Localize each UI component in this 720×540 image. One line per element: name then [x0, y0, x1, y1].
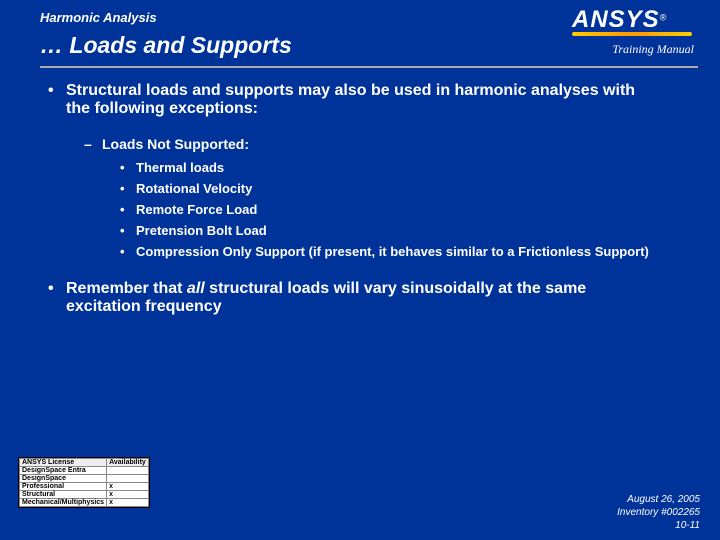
bullet-item: Compression Only Support (if present, it… [120, 244, 662, 261]
slide-title: … Loads and Supports [40, 32, 292, 59]
content-area: Structural loads and supports may also b… [48, 82, 662, 334]
th: Availability [107, 459, 149, 467]
td [107, 475, 149, 483]
footer-page: 10-11 [617, 519, 700, 532]
td: x [107, 491, 149, 499]
footer-inventory: Inventory #002265 [617, 506, 700, 519]
ansys-logo: ANSYS® [572, 6, 692, 36]
td: DesignSpace [20, 475, 107, 483]
footer: August 26, 2005 Inventory #002265 10-11 [617, 493, 700, 532]
td: x [107, 499, 149, 507]
td: x [107, 483, 149, 491]
slide: Harmonic Analysis … Loads and Supports A… [0, 0, 720, 540]
training-manual-label: Training Manual [612, 42, 694, 57]
logo-reg: ® [660, 13, 667, 23]
bullet-item: Remote Force Load [120, 202, 662, 219]
bullet-item: Pretension Bolt Load [120, 223, 662, 240]
td: Professional [20, 483, 107, 491]
td: Mechanical/Multiphysics [20, 499, 107, 507]
topic-label: Harmonic Analysis [40, 10, 157, 25]
bullet-main-2: Remember that all structural loads will … [48, 280, 662, 316]
text-italic: all [187, 280, 205, 297]
td: DesignSpace Entra [20, 467, 107, 475]
th: ANSYS License [20, 459, 107, 467]
bullet-sub-1: Loads Not Supported: [84, 136, 662, 152]
td: Structural [20, 491, 107, 499]
divider [40, 66, 698, 68]
td [107, 467, 149, 475]
bullet-main-1: Structural loads and supports may also b… [48, 82, 662, 118]
text-part: Remember that [66, 280, 187, 297]
bullet-item: Rotational Velocity [120, 181, 662, 198]
bullet-item: Thermal loads [120, 160, 662, 177]
logo-text: ANSYS [572, 6, 660, 33]
license-table: ANSYS LicenseAvailability DesignSpace En… [18, 457, 150, 508]
footer-date: August 26, 2005 [617, 493, 700, 506]
